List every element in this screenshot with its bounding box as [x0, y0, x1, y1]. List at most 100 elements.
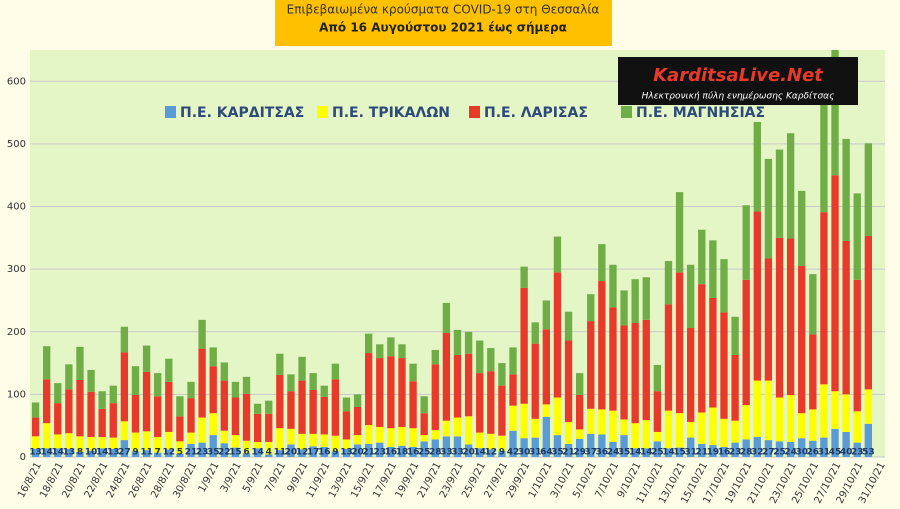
bar-segment: [54, 434, 62, 449]
bar-segment: [109, 385, 117, 404]
bar-segment: [220, 443, 228, 457]
bar-segment: [265, 454, 273, 457]
chart-subtitle: Από 16 Αυγούστου 2021 έως σήμερα: [319, 21, 567, 35]
data-label: 33: [451, 448, 464, 458]
bar-segment: [176, 416, 184, 442]
bar-segment: [698, 412, 706, 444]
bar-segment: [575, 438, 584, 457]
bar-segment: [131, 432, 140, 452]
data-label: 9: [332, 448, 338, 458]
bar-segment: [698, 443, 706, 457]
bar-segment: [142, 371, 151, 432]
bar-segment: [365, 333, 373, 354]
bar-segment: [165, 358, 173, 382]
bar-segment: [98, 448, 106, 457]
bar-segment: [720, 446, 728, 457]
bar-segment: [287, 428, 295, 445]
y-tick-label: 600: [7, 76, 26, 87]
bar-segment: [487, 371, 495, 434]
bar-segment: [786, 441, 795, 457]
data-label: 13: [63, 448, 76, 458]
data-label: 27: [118, 448, 131, 458]
bar-segment: [42, 423, 51, 449]
bar-segment: [365, 425, 373, 444]
bar-segment: [353, 394, 362, 407]
bar-segment: [54, 403, 62, 435]
bar-segment: [742, 405, 750, 440]
bar-segment: [720, 312, 728, 419]
bar-segment: [553, 236, 562, 273]
data-label: 23: [729, 448, 742, 458]
data-label: 64: [540, 448, 553, 458]
data-label: 17: [307, 448, 320, 458]
bar-segment: [764, 380, 773, 441]
bar-segment: [853, 442, 861, 457]
bar-segment: [775, 397, 784, 442]
bar-segment: [498, 385, 506, 436]
bar-segment: [65, 433, 73, 449]
data-label: 13: [107, 448, 120, 458]
bar-segment: [87, 369, 95, 392]
data-label: 12: [163, 448, 176, 458]
bar-segment: [420, 435, 428, 442]
data-label: 16: [718, 448, 731, 458]
bar-segment: [476, 432, 484, 449]
bar-segment: [231, 381, 240, 398]
bar-segment: [831, 428, 839, 457]
bar-segment: [809, 274, 817, 335]
data-label: 25: [651, 448, 664, 458]
data-label: 4: [266, 448, 272, 458]
bar-segment: [220, 380, 228, 431]
bar-segment: [720, 418, 728, 447]
bar-segment: [309, 373, 317, 391]
bar-segment: [720, 259, 728, 313]
bar-segment: [342, 411, 351, 440]
data-label: 24: [784, 448, 797, 458]
data-label: 10: [85, 448, 98, 458]
bar-segment: [698, 284, 706, 413]
bar-segment: [664, 304, 673, 411]
bar-segment: [431, 364, 439, 431]
bar-segment: [342, 397, 351, 412]
legend-label: Π.Ε. ΚΑΡΔΙΤΣΑΣ: [180, 105, 304, 121]
bar-segment: [142, 345, 151, 372]
bar-segment: [709, 445, 717, 457]
bar-segment: [420, 413, 428, 436]
bar-segment: [575, 429, 584, 439]
bar-segment: [409, 381, 417, 429]
y-tick-label: 0: [20, 452, 26, 463]
bar-segment: [753, 436, 761, 457]
data-label: 24: [607, 448, 620, 458]
bar-segment: [542, 300, 550, 330]
bar-segment: [609, 441, 617, 457]
bar-segment: [298, 380, 306, 434]
data-label: 33: [440, 448, 453, 458]
bar-segment: [387, 446, 395, 457]
bar-segment: [76, 436, 84, 452]
bar-segment: [520, 287, 528, 404]
bar-segment: [331, 363, 340, 380]
data-label: 40: [840, 448, 853, 458]
bar-segment: [620, 290, 628, 326]
bar-segment: [154, 452, 162, 457]
bar-segment: [365, 353, 373, 426]
bar-segment: [831, 391, 839, 429]
bar-segment: [265, 441, 273, 455]
bar-segment: [253, 403, 262, 414]
bar-segment: [587, 408, 595, 434]
logo-title: KarditsaLive.Net: [653, 65, 824, 86]
bar-segment: [409, 363, 417, 382]
data-label: 13: [340, 448, 353, 458]
bar-segment: [76, 379, 84, 437]
bar-segment: [198, 319, 206, 349]
bar-segment: [520, 403, 528, 439]
bar-segment: [376, 442, 384, 457]
data-label: 19: [707, 448, 720, 458]
bar-segment: [520, 438, 528, 457]
bar-segment: [87, 450, 95, 457]
bar-segment: [631, 448, 639, 457]
bar-segment: [487, 449, 495, 457]
data-label: 30: [795, 448, 808, 458]
bar-segment: [564, 421, 573, 444]
